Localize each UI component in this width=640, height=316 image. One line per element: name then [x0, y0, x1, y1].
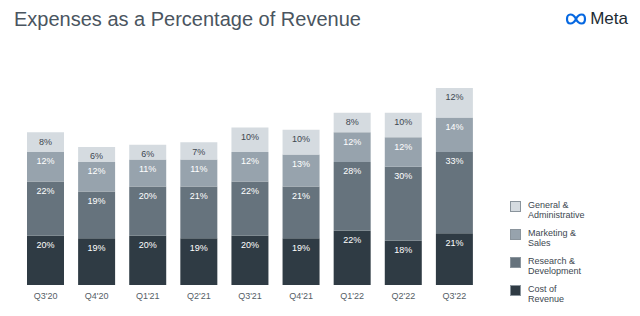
svg-text:20%: 20%	[139, 191, 157, 201]
svg-text:22%: 22%	[241, 186, 259, 196]
html-text:Meta: Meta	[590, 9, 628, 28]
html-text:Expenses as a Percentage of Re: Expenses as a Percentage of Revenue	[14, 8, 361, 30]
svg-text:20%: 20%	[36, 240, 54, 250]
svg-text:30%: 30%	[394, 171, 412, 181]
svg-text:6%: 6%	[90, 151, 103, 161]
svg-text:6%: 6%	[141, 149, 154, 159]
svg-text:20%: 20%	[139, 240, 157, 250]
svg-text:12%: 12%	[394, 142, 412, 152]
svg-text:18%: 18%	[394, 245, 412, 255]
svg-text:28%: 28%	[343, 166, 361, 176]
svg-text:8%: 8%	[346, 117, 359, 127]
svg-text:11%: 11%	[139, 164, 156, 174]
svg-text:19%: 19%	[88, 243, 106, 253]
svg-text:Q4'21: Q4'21	[289, 291, 313, 301]
svg-text:12%: 12%	[88, 166, 106, 176]
svg-text:10%: 10%	[394, 117, 412, 127]
html-text:Marketing & Sales: Marketing & Sales	[528, 228, 576, 248]
svg-text:21%: 21%	[190, 191, 208, 201]
svg-text:Q3'21: Q3'21	[238, 291, 262, 301]
svg-text:Q3'22: Q3'22	[443, 291, 467, 301]
svg-text:7%: 7%	[192, 147, 205, 157]
svg-text:13%: 13%	[292, 159, 310, 169]
svg-text:22%: 22%	[343, 235, 361, 245]
html-text:Research & Development: Research & Development	[528, 256, 581, 276]
svg-text:Q1'22: Q1'22	[340, 291, 364, 301]
html-text:General & Administrative: General & Administrative	[528, 200, 585, 220]
svg-text:19%: 19%	[292, 243, 310, 253]
svg-text:10%: 10%	[241, 132, 259, 142]
svg-text:Q2'22: Q2'22	[391, 291, 415, 301]
svg-text:20%: 20%	[241, 240, 259, 250]
svg-text:Q4'20: Q4'20	[85, 291, 109, 301]
svg-text:19%: 19%	[190, 243, 208, 253]
svg-text:8%: 8%	[39, 137, 52, 147]
html-text:Cost of Revenue: Cost of Revenue	[528, 284, 564, 304]
svg-text:12%: 12%	[36, 156, 54, 166]
svg-text:12%: 12%	[445, 92, 463, 102]
svg-text:Q2'21: Q2'21	[187, 291, 211, 301]
svg-text:21%: 21%	[445, 238, 463, 248]
svg-text:12%: 12%	[343, 137, 361, 147]
svg-text:33%: 33%	[445, 156, 463, 166]
svg-text:22%: 22%	[36, 186, 54, 196]
svg-text:Q1'21: Q1'21	[136, 291, 160, 301]
svg-text:21%: 21%	[292, 191, 310, 201]
svg-text:11%: 11%	[190, 164, 207, 174]
svg-text:19%: 19%	[88, 196, 106, 206]
svg-text:10%: 10%	[292, 134, 310, 144]
svg-text:12%: 12%	[241, 156, 259, 166]
svg-text:Q3'20: Q3'20	[34, 291, 58, 301]
svg-text:14%: 14%	[445, 122, 463, 132]
